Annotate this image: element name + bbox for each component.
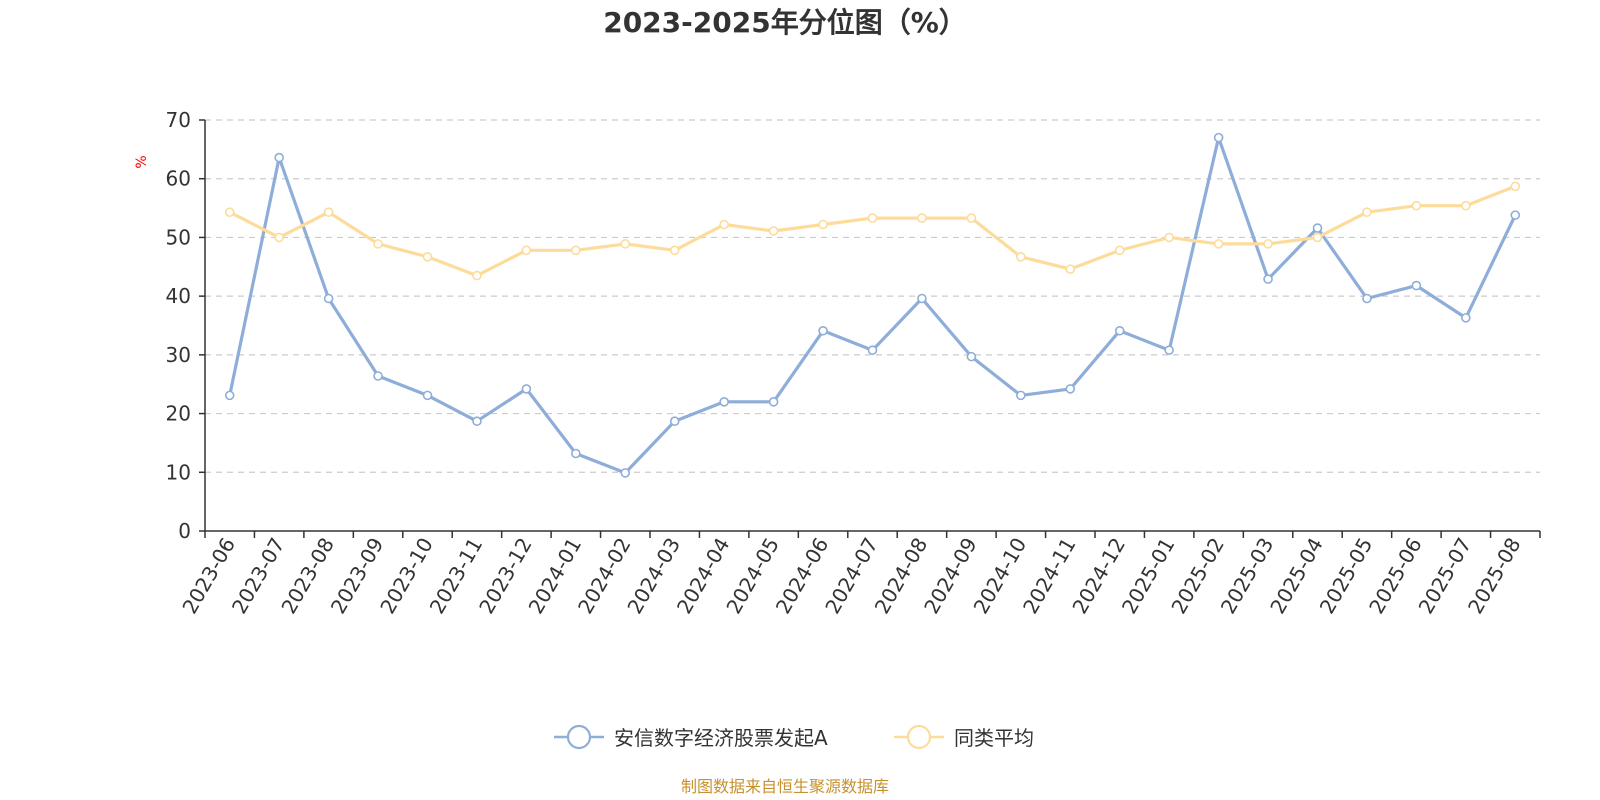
legend-label: 安信数字经济股票发起A <box>614 726 828 750</box>
data-point[interactable] <box>719 397 729 407</box>
data-point[interactable] <box>620 239 631 249</box>
source-note: 制图数据来自恒生聚源数据库 <box>681 777 889 796</box>
data-point[interactable] <box>422 390 433 401</box>
data-point[interactable] <box>373 239 383 249</box>
series-line <box>228 184 1516 278</box>
data-point[interactable] <box>620 468 631 478</box>
data-point[interactable] <box>917 213 927 223</box>
data-point[interactable] <box>1213 239 1224 249</box>
data-point[interactable] <box>1461 200 1471 211</box>
data-point[interactable] <box>1114 245 1125 256</box>
data-point[interactable] <box>867 213 878 223</box>
data-point[interactable] <box>224 207 235 217</box>
data-point[interactable] <box>1016 252 1026 262</box>
legend-item-2[interactable]: 同类平均 <box>894 724 1034 750</box>
data-point[interactable] <box>1164 345 1174 355</box>
axes: 0102030405060702023-062023-072023-082023… <box>166 108 1541 618</box>
grid-lines <box>205 119 1540 473</box>
data-point[interactable] <box>1213 132 1224 143</box>
data-point[interactable] <box>1362 207 1372 217</box>
series-1 <box>224 132 1521 478</box>
data-point[interactable] <box>719 219 729 230</box>
data-point[interactable] <box>373 371 383 381</box>
data-point[interactable] <box>224 390 235 401</box>
data-point[interactable] <box>1362 293 1372 304</box>
data-point[interactable] <box>1065 264 1076 274</box>
data-point[interactable] <box>1016 390 1026 401</box>
data-point[interactable] <box>274 232 284 243</box>
y-tick-label: 30 <box>166 343 191 367</box>
data-point[interactable] <box>422 252 433 262</box>
data-point[interactable] <box>1065 384 1076 394</box>
legend-marker-icon <box>566 724 592 750</box>
legend[interactable]: 安信数字经济股票发起A 同类平均 <box>554 724 1034 750</box>
series-layer <box>224 132 1521 478</box>
data-point[interactable] <box>274 152 284 163</box>
data-point[interactable] <box>323 293 334 304</box>
data-point[interactable] <box>768 226 779 236</box>
legend-marker-icon <box>906 724 932 750</box>
y-tick-label: 40 <box>166 284 191 308</box>
y-tick-label: 50 <box>166 225 191 249</box>
data-point[interactable] <box>521 384 532 394</box>
data-point[interactable] <box>917 293 927 304</box>
legend-item-1[interactable]: 安信数字经济股票发起A <box>554 724 828 750</box>
data-point[interactable] <box>1411 200 1422 211</box>
data-point[interactable] <box>1164 232 1174 243</box>
data-point[interactable] <box>669 245 680 256</box>
y-tick-label: 0 <box>178 519 191 543</box>
chart-title: 2023-2025年分位图（%） <box>603 6 967 39</box>
data-point[interactable] <box>818 325 828 336</box>
data-point[interactable] <box>669 416 680 427</box>
data-point[interactable] <box>1510 210 1521 220</box>
data-point[interactable] <box>472 416 482 427</box>
y-axis-label: % <box>134 155 150 168</box>
data-point[interactable] <box>966 213 977 223</box>
data-point[interactable] <box>867 345 878 355</box>
data-point[interactable] <box>818 219 828 230</box>
data-point[interactable] <box>521 245 532 256</box>
data-point[interactable] <box>1312 232 1323 243</box>
data-point[interactable] <box>768 397 779 407</box>
y-tick-label: 60 <box>166 167 191 191</box>
data-point[interactable] <box>472 270 482 281</box>
series-2 <box>224 181 1521 281</box>
data-point[interactable] <box>323 207 334 217</box>
data-point[interactable] <box>1510 181 1521 192</box>
series-line <box>228 136 1517 475</box>
data-point[interactable] <box>1312 223 1323 233</box>
data-point[interactable] <box>1114 325 1125 336</box>
data-point[interactable] <box>571 245 581 256</box>
data-point[interactable] <box>1263 239 1273 249</box>
data-point[interactable] <box>1411 280 1422 291</box>
legend-label: 同类平均 <box>954 726 1034 750</box>
y-tick-label: 20 <box>166 402 191 426</box>
data-point[interactable] <box>966 351 977 362</box>
y-tick-label: 70 <box>166 108 191 132</box>
data-point[interactable] <box>571 448 581 459</box>
data-point[interactable] <box>1461 313 1471 323</box>
data-point[interactable] <box>1263 274 1273 284</box>
y-tick-label: 10 <box>166 460 191 484</box>
